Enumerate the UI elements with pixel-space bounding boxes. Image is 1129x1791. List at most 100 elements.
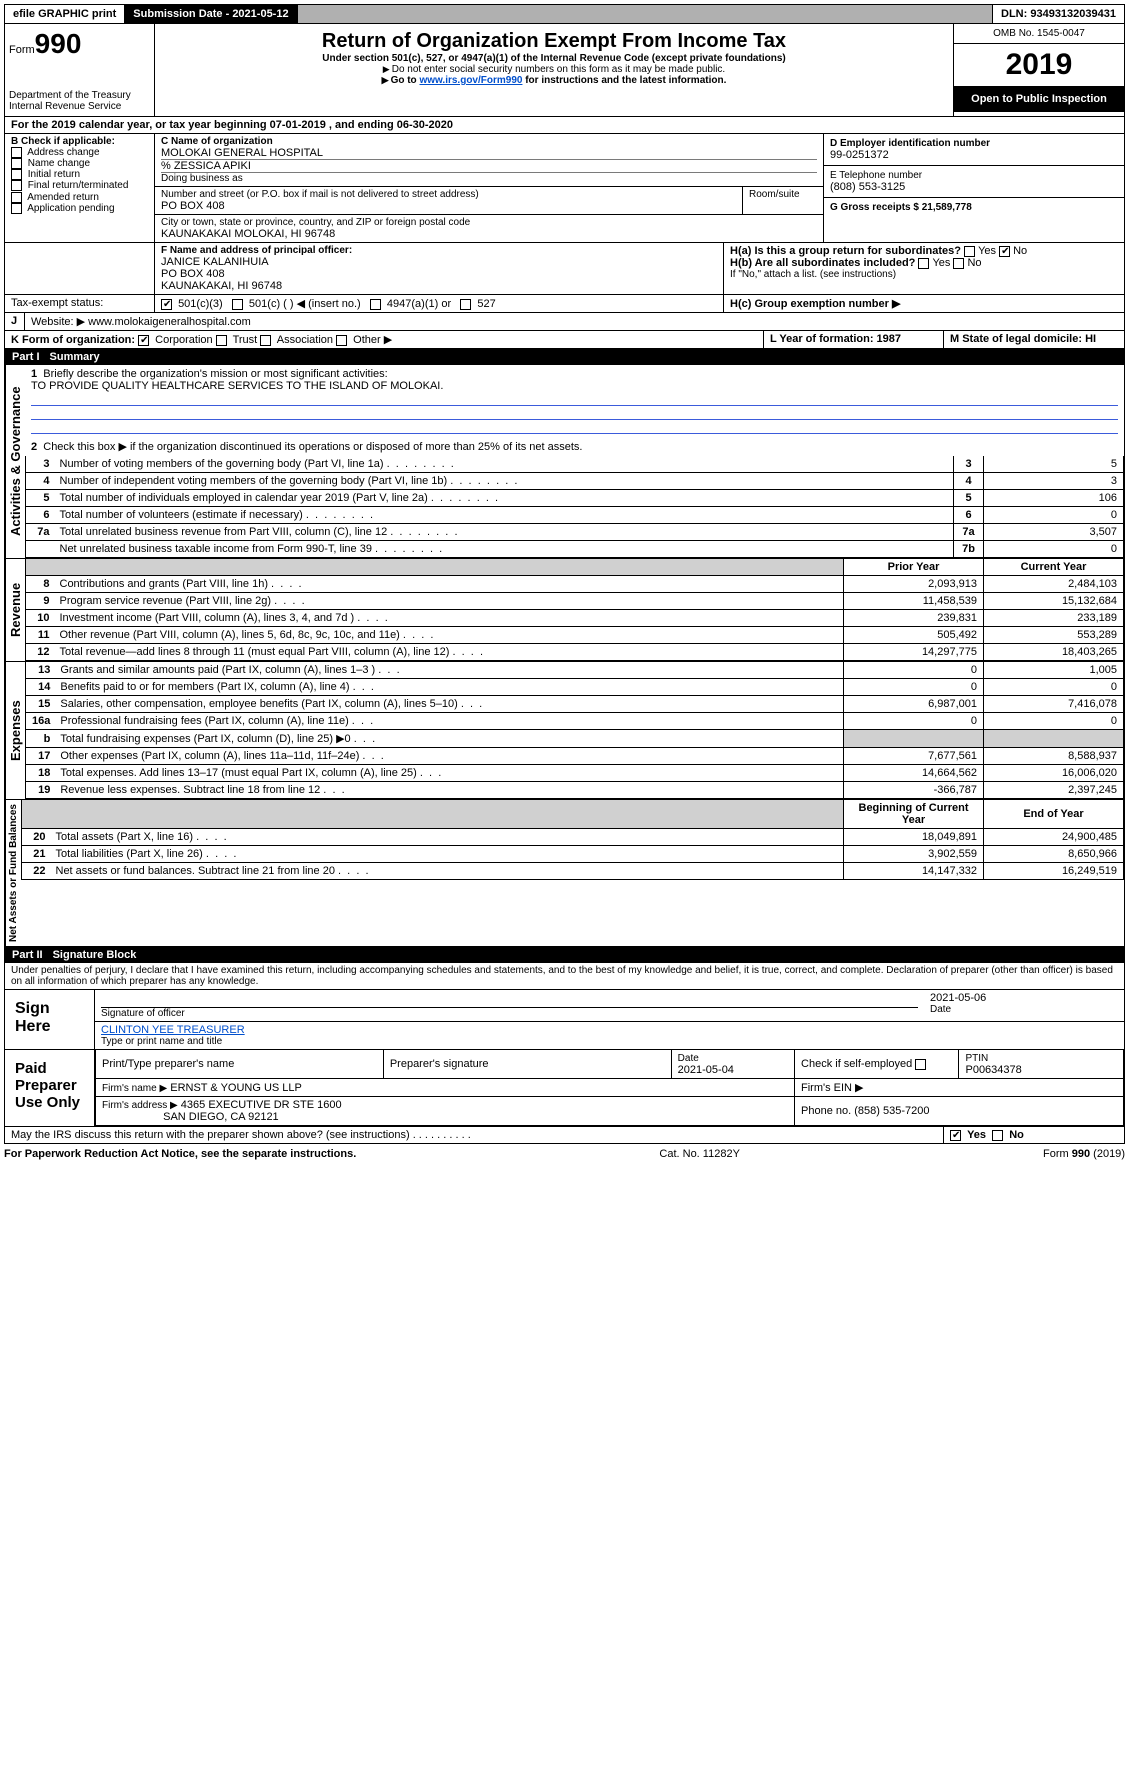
care-of: % ZESSICA APIKI [161,159,817,172]
Hb: H(b) Are all subordinates included? [730,257,915,269]
self-emp-check[interactable] [915,1059,926,1070]
note-ssn: Do not enter social security numbers on … [161,64,947,75]
boxE-label: E Telephone number [830,170,1118,181]
boxC-label: C Name of organization [161,136,817,147]
boxB-check[interactable] [11,169,22,180]
firm-addr2: SAN DIEGO, CA 92121 [163,1111,279,1123]
boxB-option: Amended return [27,192,99,203]
boxK-check[interactable] [336,335,347,346]
form-prefix: Form [9,44,35,56]
sidebar-ag: Activities & Governance [5,365,25,558]
sign-here: Sign Here [5,990,95,1049]
officer-addr1: PO BOX 408 [161,268,717,280]
ptin: P00634378 [965,1064,1021,1076]
submission-date[interactable]: Submission Date - 2021-05-12 [125,5,297,23]
prep-date: 2021-05-04 [678,1064,734,1076]
Ha-yes[interactable] [964,246,975,257]
boxK-check[interactable] [138,335,149,346]
city-state-zip: KAUNAKAKAI MOLOKAI, HI 96748 [161,228,817,240]
discuss-q: May the IRS discuss this return with the… [11,1129,410,1141]
org-name: MOLOKAI GENERAL HOSPITAL [161,147,817,159]
Hc: H(c) Group exemption number ▶ [724,295,1124,312]
firm-phone: Phone no. (858) 535-7200 [795,1097,1124,1126]
sig-officer-label: Signature of officer [101,1008,918,1019]
officer-name: JANICE KALANIHUIA [161,256,717,268]
footer-right: Form 990 (2019) [1043,1148,1125,1160]
irs-link[interactable]: www.irs.gov/Form990 [419,75,522,86]
sidebar-net: Net Assets or Fund Balances [5,800,21,946]
Hb-no[interactable] [953,258,964,269]
street-address: PO BOX 408 [161,200,736,212]
boxB-option: Initial return [28,169,80,180]
J-label: J [5,313,25,330]
boxB-check[interactable] [11,203,22,214]
note-goto-prefix: Go to [382,75,420,86]
entity-block: B Check if applicable: Address change Na… [4,134,1125,243]
discuss-yes[interactable] [950,1130,961,1141]
top-bar: efile GRAPHIC print Submission Date - 20… [4,4,1125,24]
boxB-option: Name change [28,158,90,169]
officer-addr2: KAUNAKAKAI, HI 96748 [161,280,717,292]
part1-header: Part I Summary [4,349,1125,365]
Ha-no[interactable] [999,246,1010,257]
sidebar-rev: Revenue [5,559,25,661]
boxM: M State of legal domicile: HI [944,331,1124,348]
ein: 99-0251372 [830,149,1118,161]
form-header: Form990 Department of the Treasury Inter… [4,24,1125,117]
Hb-yes[interactable] [918,258,929,269]
dept-label: Department of the Treasury Internal Reve… [9,90,150,112]
boxB-option: Address change [27,147,99,158]
tax-period: For the 2019 calendar year, or tax year … [5,117,1124,133]
phone: (808) 553-3125 [830,181,1118,193]
firm-ein: Firm's EIN ▶ [795,1079,1124,1097]
tax-year: 2019 [954,44,1124,87]
te-501c3[interactable] [161,299,172,310]
paid-preparer-label: Paid Preparer Use Only [5,1050,95,1126]
footer-left: For Paperwork Reduction Act Notice, see … [4,1148,356,1160]
firm-name: ERNST & YOUNG US LLP [170,1082,302,1094]
dln: DLN: 93493132039431 [993,5,1124,23]
boxB-option: Application pending [27,203,114,214]
boxB-check[interactable] [11,158,22,169]
city-label: City or town, state or province, country… [161,217,817,228]
firm-addr1: 4365 EXECUTIVE DR STE 1600 [181,1099,342,1111]
line2: Check this box ▶ if the organization dis… [43,441,582,453]
dba-label: Doing business as [161,172,817,184]
boxB-check[interactable] [11,180,22,191]
sidebar-exp: Expenses [5,662,25,799]
sig-date-label: Date [930,1004,1118,1015]
sig-date: 2021-05-06 [930,992,1118,1004]
te-4947[interactable] [370,299,381,310]
boxK-check[interactable] [260,335,271,346]
form-number: 990 [35,28,82,59]
note-goto-suffix: for instructions and the latest informat… [522,75,726,86]
perjury: Under penalties of perjury, I declare th… [5,963,1124,989]
te-527[interactable] [460,299,471,310]
boxD-label: D Employer identification number [830,138,1118,149]
part2-header: Part II Signature Block [4,947,1125,963]
prep-name-label: Print/Type preparer's name [96,1050,384,1079]
Ha: H(a) Is this a group return for subordin… [730,245,961,257]
discuss-no[interactable] [992,1130,1003,1141]
boxB-option: Final return/terminated [28,181,129,192]
omb: OMB No. 1545-0047 [954,24,1124,44]
footer-mid: Cat. No. 11282Y [659,1148,740,1160]
mission: TO PROVIDE QUALITY HEALTHCARE SERVICES T… [31,380,443,392]
efile-label[interactable]: efile GRAPHIC print [5,5,125,23]
addr-label: Number and street (or P.O. box if mail i… [161,189,736,200]
room-label: Room/suite [743,187,823,214]
boxG: G Gross receipts $ 21,589,778 [830,202,1118,213]
K-label: K Form of organization: [11,334,135,346]
Hb-note: If "No," attach a list. (see instruction… [730,269,1118,280]
officer-name-link[interactable]: CLINTON YEE TREASURER [101,1024,245,1036]
boxB-check[interactable] [11,192,22,203]
website: Website: ▶ www.molokaigeneralhospital.co… [25,313,1124,330]
boxK-check[interactable] [216,335,227,346]
form-title: Return of Organization Exempt From Incom… [161,30,947,53]
line1: Briefly describe the organization's miss… [43,368,387,380]
prep-sig-label: Preparer's signature [383,1050,671,1079]
boxL: L Year of formation: 1987 [764,331,944,348]
boxB-check[interactable] [11,147,22,158]
boxB-title: B Check if applicable: [11,136,148,147]
te-501c[interactable] [232,299,243,310]
